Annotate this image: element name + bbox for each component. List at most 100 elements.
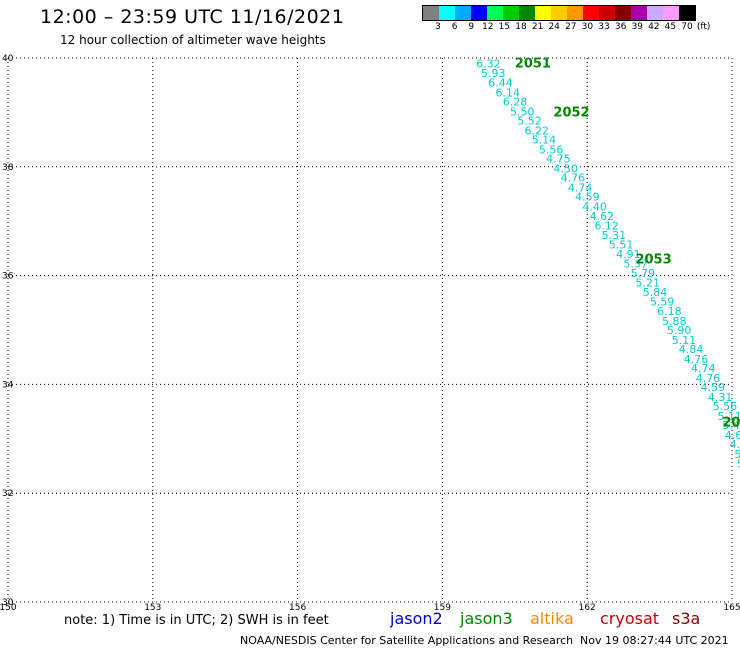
color-legend-label: 36 xyxy=(614,22,627,32)
swh-value: 5.14 xyxy=(532,134,557,147)
y-tick-label: 38 xyxy=(2,163,14,173)
swh-value: 5.50 xyxy=(510,105,535,118)
swh-value: 4.50 xyxy=(553,162,578,175)
color-legend-label: 6 xyxy=(451,22,458,32)
swh-value: 5.52 xyxy=(517,115,542,128)
color-swatch xyxy=(439,6,455,20)
swh-value: 5.08 xyxy=(737,457,740,470)
swh-value: 5.59 xyxy=(650,296,675,309)
footer-timestamp: Nov 19 08:27:44 UTC 2021 xyxy=(580,634,729,647)
swh-value: 6.44 xyxy=(488,76,512,89)
x-tick-label: 150 xyxy=(0,603,17,613)
color-swatch xyxy=(583,6,599,20)
satellite-name: jason3 xyxy=(460,609,513,628)
color-swatch xyxy=(455,6,471,20)
color-swatch xyxy=(423,6,439,20)
color-legend-label: 21 xyxy=(531,22,544,32)
color-swatch xyxy=(599,6,615,20)
swh-value: 4.74 xyxy=(691,362,716,375)
color-legend-label: 9 xyxy=(468,22,475,32)
swh-value: 6.18 xyxy=(657,305,682,318)
color-legend-label: 15 xyxy=(498,22,511,32)
satellite-name: cryosat xyxy=(600,609,660,628)
x-tick-label: 165 xyxy=(723,603,740,613)
color-swatch xyxy=(647,6,663,20)
swh-value: 4.31 xyxy=(708,391,733,404)
color-swatch xyxy=(663,6,679,20)
color-swatch xyxy=(615,6,631,20)
y-tick-label: 30 xyxy=(2,598,14,608)
color-legend-label: (ft) xyxy=(696,22,711,32)
x-tick-label: 153 xyxy=(144,603,161,613)
swh-value: 5.88 xyxy=(662,315,687,328)
swh-value: 5.42 xyxy=(722,419,740,432)
y-tick-label: 32 xyxy=(2,489,13,499)
color-legend-label: 42 xyxy=(648,22,660,32)
color-swatch xyxy=(551,6,567,20)
swh-value: 5.11 xyxy=(718,410,740,423)
color-swatch xyxy=(631,6,647,20)
swh-value: 6.12 xyxy=(594,220,619,233)
swh-value: 5.48 xyxy=(734,448,740,461)
color-legend-label: 45 xyxy=(664,22,677,32)
swh-value: 4.75 xyxy=(546,153,571,166)
color-legend-label: 27 xyxy=(565,22,577,32)
color-swatch xyxy=(503,6,519,20)
swh-value: 6.32 xyxy=(476,57,501,70)
units-note: note: 1) Time is in UTC; 2) SWH is in fe… xyxy=(64,613,329,628)
color-legend-label: 12 xyxy=(482,22,494,32)
color-swatch xyxy=(519,6,535,20)
y-tick-label: 34 xyxy=(2,380,14,390)
swh-value: 6.28 xyxy=(503,96,528,109)
y-tick-label: 36 xyxy=(2,272,14,282)
swh-value: 5.56 xyxy=(713,400,738,413)
color-legend-label: 24 xyxy=(548,22,560,32)
color-swatch xyxy=(567,6,583,20)
swh-value: 4.40 xyxy=(582,201,607,214)
color-legend xyxy=(422,5,696,21)
swh-value: 4.91 xyxy=(616,248,641,261)
x-tick-label: 159 xyxy=(434,603,451,613)
color-legend-label: 33 xyxy=(598,22,610,32)
color-legend-label: 30 xyxy=(581,22,594,32)
swh-value: 4.76 xyxy=(696,372,721,385)
chart-title: 12:00 – 23:59 UTC 11/16/2021 xyxy=(40,6,345,28)
color-legend-label: 70 xyxy=(681,22,693,32)
pass-time-label: 2052 xyxy=(553,105,589,120)
swh-value: 5.84 xyxy=(643,286,668,299)
swh-value: 4.59 xyxy=(575,191,600,204)
chart-subtitle: 12 hour collection of altimeter wave hei… xyxy=(60,33,326,47)
satellite-name: s3a xyxy=(672,609,701,628)
swh-value: 5.93 xyxy=(481,67,506,80)
pass-time-label: 2053 xyxy=(635,252,671,267)
x-tick-label: 156 xyxy=(289,603,306,613)
swh-value: 5.90 xyxy=(667,324,692,337)
swh-value: 4.76 xyxy=(561,172,586,185)
color-legend-label: 3 xyxy=(435,22,441,32)
color-swatch xyxy=(679,6,695,20)
color-legend-label: 18 xyxy=(515,22,527,32)
color-legend-labels: 3 6 9 12 15 18 21 24 27 30 33 36 39 42 45 70 (ft) xyxy=(422,22,740,34)
swh-value: 5.37 xyxy=(623,258,648,271)
satellite-name: altika xyxy=(530,609,574,628)
swh-value: 4.59 xyxy=(701,381,726,394)
swh-value: 4.62 xyxy=(590,210,615,223)
color-legend-label: 39 xyxy=(631,22,643,32)
swh-value: 4.74 xyxy=(568,181,593,194)
y-tick-label: 40 xyxy=(2,54,14,64)
pass-time-label: 205 xyxy=(722,415,740,430)
swh-value: 5.56 xyxy=(539,143,564,156)
satellite-name: jason2 xyxy=(390,609,443,628)
swh-value: 4.63 xyxy=(725,429,740,442)
footer-credit: NOAA/NESDIS Center for Satellite Applica… xyxy=(240,634,574,647)
pass-time-label: 2051 xyxy=(515,56,551,71)
x-tick-label: 162 xyxy=(579,603,596,613)
swh-value: 5.21 xyxy=(635,277,660,290)
swh-value: 6.22 xyxy=(524,124,549,137)
swh-value: 6.14 xyxy=(495,86,520,99)
swh-value: 5.79 xyxy=(631,267,656,280)
color-swatch xyxy=(535,6,551,20)
swh-value: 5.51 xyxy=(609,239,634,252)
color-swatch xyxy=(471,6,487,20)
